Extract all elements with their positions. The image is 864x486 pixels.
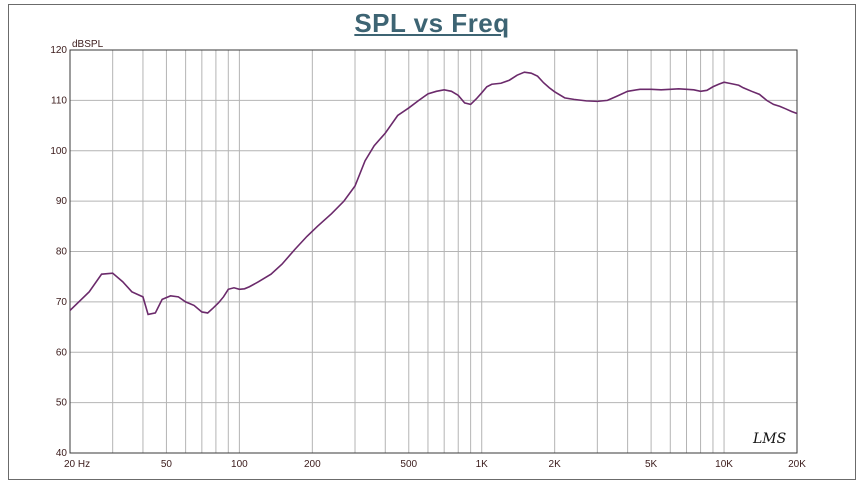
y-tick-label: 80	[56, 247, 68, 258]
x-tick-label: 5K	[645, 459, 658, 470]
spl-curve	[69, 71, 798, 316]
x-tick-label: 500	[400, 459, 417, 470]
y-tick-label: 120	[50, 45, 67, 56]
y-tick-label: 70	[56, 297, 68, 308]
y-tick-label: 110	[51, 95, 67, 106]
x-tick-label: 1K	[476, 459, 489, 470]
x-tick-label: 2K	[549, 459, 562, 470]
x-tick-labels: 20 Hz 50 100 200 500 1K 2K 5K 10K 20K	[64, 459, 806, 470]
y-axis-label: dBSPL	[72, 39, 104, 50]
y-tick-label: 90	[56, 196, 68, 207]
grid-lines	[70, 50, 797, 453]
y-tick-label: 50	[56, 398, 68, 409]
x-tick-label: 10K	[715, 459, 733, 470]
y-tick-label: 100	[50, 146, 67, 157]
y-tick-label: 40	[56, 448, 68, 459]
x-tick-label: 20 Hz	[64, 459, 90, 470]
y-tick-labels: 40 50 60 70 80 90 100 110 120	[50, 45, 67, 459]
x-tick-label: 50	[161, 459, 173, 470]
chart-frame	[8, 4, 856, 480]
y-tick-label: 60	[56, 347, 68, 358]
chart-title: SPL vs Freq	[354, 8, 510, 38]
lms-logo: LMS	[752, 431, 786, 447]
plot-border	[69, 49, 798, 454]
x-tick-label: 20K	[788, 459, 806, 470]
x-tick-label: 200	[304, 459, 321, 470]
x-tick-label: 100	[231, 459, 248, 470]
